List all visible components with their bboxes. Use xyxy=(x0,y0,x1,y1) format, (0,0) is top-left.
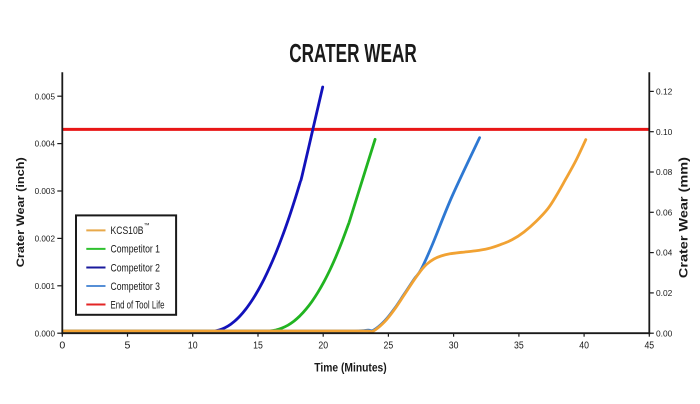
svg-text:Competitor 3: Competitor 3 xyxy=(111,281,161,293)
svg-text:15: 15 xyxy=(253,340,263,351)
svg-text:0.10: 0.10 xyxy=(656,127,672,137)
svg-text:0.000: 0.000 xyxy=(35,328,56,338)
svg-text:45: 45 xyxy=(644,340,654,351)
svg-text:10: 10 xyxy=(188,340,198,351)
svg-text:0.002: 0.002 xyxy=(35,234,56,244)
svg-text:0.001: 0.001 xyxy=(35,281,56,291)
svg-text:0.04: 0.04 xyxy=(656,248,672,258)
svg-text:0.003: 0.003 xyxy=(35,186,56,196)
svg-text:35: 35 xyxy=(514,340,524,351)
svg-text:CRATER WEAR: CRATER WEAR xyxy=(289,40,417,68)
svg-text:25: 25 xyxy=(384,340,394,351)
svg-text:Competitor 2: Competitor 2 xyxy=(111,262,161,274)
svg-text:20: 20 xyxy=(318,340,328,351)
svg-text:5: 5 xyxy=(125,340,131,351)
svg-text:0.005: 0.005 xyxy=(35,91,56,101)
svg-text:0.08: 0.08 xyxy=(656,167,672,177)
svg-text:Time (Minutes): Time (Minutes) xyxy=(314,360,386,374)
svg-text:0.00: 0.00 xyxy=(656,328,672,338)
svg-text:30: 30 xyxy=(449,340,459,351)
svg-text:0: 0 xyxy=(59,340,65,351)
svg-text:Crater Wear (mm): Crater Wear (mm) xyxy=(677,157,691,278)
svg-text:0.12: 0.12 xyxy=(656,87,672,97)
svg-text:™: ™ xyxy=(144,222,150,229)
svg-text:Competitor 1: Competitor 1 xyxy=(111,244,161,256)
svg-text:0.004: 0.004 xyxy=(35,139,56,149)
svg-text:0.02: 0.02 xyxy=(656,288,672,298)
svg-text:0.06: 0.06 xyxy=(656,207,672,217)
svg-text:40: 40 xyxy=(579,340,589,351)
svg-text:KCS10B: KCS10B xyxy=(111,225,144,237)
svg-text:Crater Wear (inch): Crater Wear (inch) xyxy=(15,157,27,267)
svg-text:End of Tool Life: End of Tool Life xyxy=(111,299,165,311)
